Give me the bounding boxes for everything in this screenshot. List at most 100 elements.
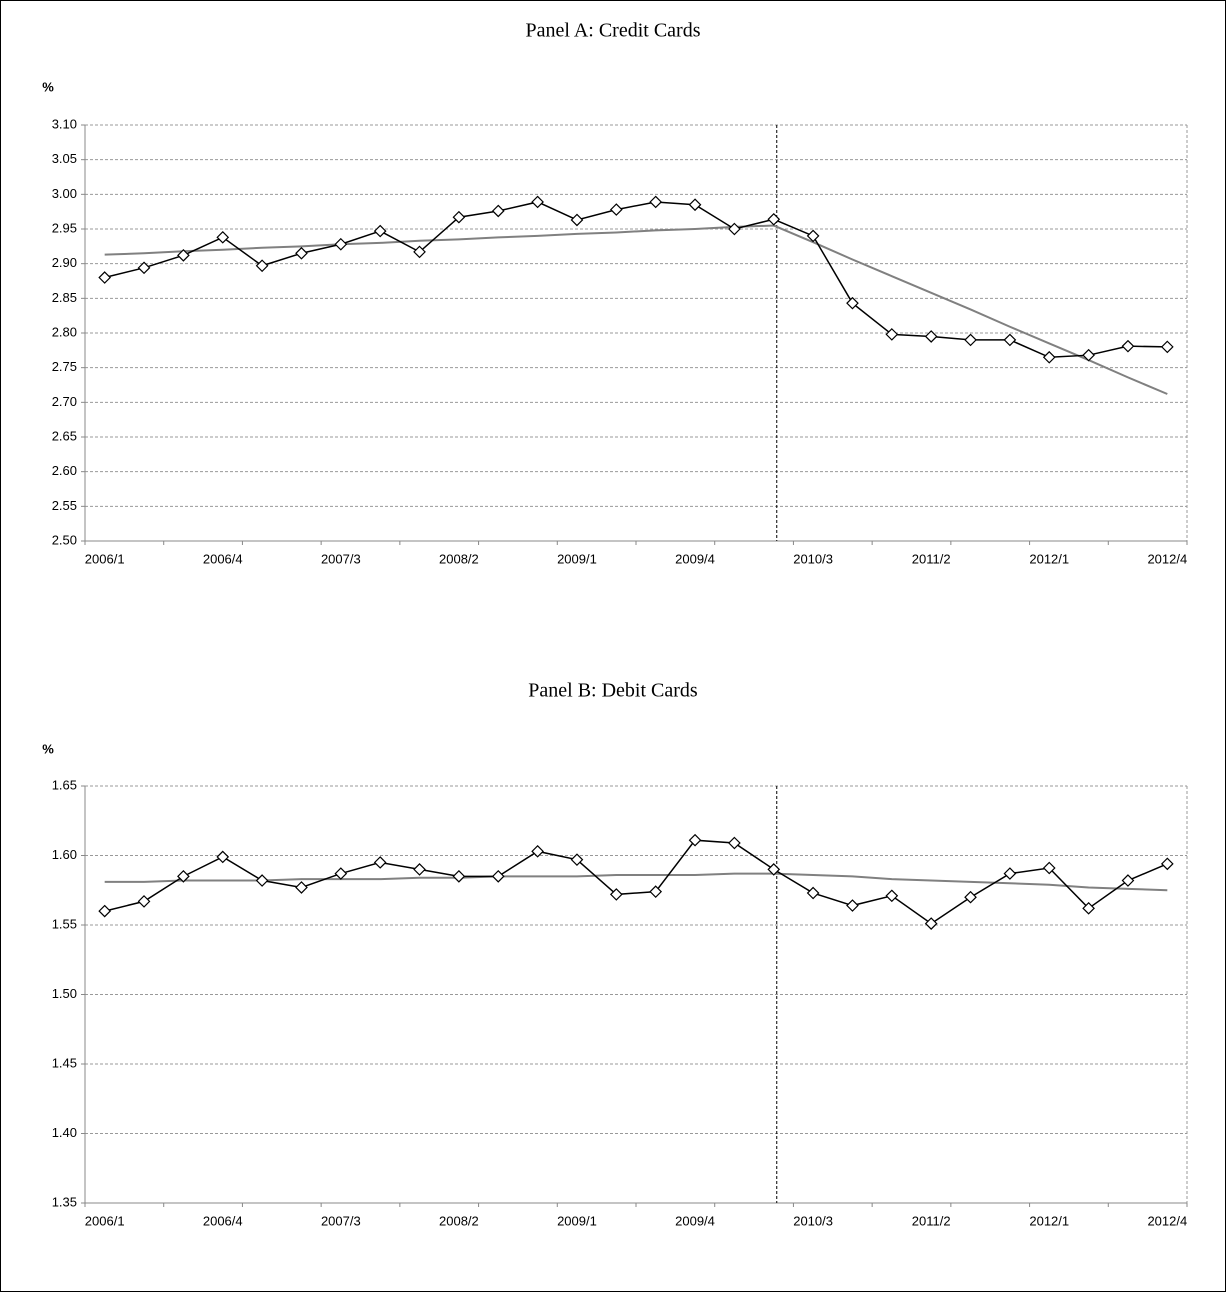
data-point xyxy=(649,195,663,209)
x-tick-label: 2010/3 xyxy=(793,551,833,566)
data-point xyxy=(806,229,820,243)
data-point xyxy=(767,212,781,226)
data-point xyxy=(334,867,348,880)
data-point xyxy=(609,888,623,901)
trend-line xyxy=(104,872,1168,892)
x-tick-label: 2006/4 xyxy=(203,1213,243,1228)
y-tick-label: 1.50 xyxy=(52,986,77,1001)
data-point xyxy=(491,870,505,883)
data-line xyxy=(104,201,1168,359)
y-tick-label: 1.40 xyxy=(52,1125,77,1140)
x-tick-label: 2010/3 xyxy=(793,1213,833,1228)
x-tick-label: 2009/4 xyxy=(675,551,715,566)
data-point xyxy=(413,863,426,876)
data-point xyxy=(491,204,505,218)
data-point xyxy=(688,833,702,847)
x-tick-label: 2009/1 xyxy=(557,1213,597,1228)
x-tick-label: 2012/1 xyxy=(1029,551,1069,566)
y-tick-label: 2.80 xyxy=(52,324,77,339)
y-tick-label: 1.35 xyxy=(52,1194,77,1209)
y-tick-label: 3.10 xyxy=(52,116,77,131)
y-tick-label: 2.95 xyxy=(52,220,77,235)
data-point xyxy=(964,333,977,347)
x-tick-label: 2012/4 xyxy=(1147,1213,1187,1228)
data-point xyxy=(728,222,741,236)
data-point xyxy=(1082,901,1095,915)
data-point xyxy=(255,259,269,273)
data-point xyxy=(98,271,112,284)
data-point xyxy=(216,850,230,864)
data-point xyxy=(964,890,977,904)
data-point xyxy=(649,885,663,898)
data-point xyxy=(452,210,466,224)
data-point xyxy=(924,917,938,930)
y-tick-label: 2.50 xyxy=(52,532,77,547)
data-point xyxy=(531,195,544,209)
data-point xyxy=(885,889,899,903)
y-axis-unit: % xyxy=(42,741,54,756)
x-tick-label: 2006/4 xyxy=(203,551,243,566)
y-tick-label: 1.55 xyxy=(52,916,77,931)
data-point xyxy=(1121,874,1135,887)
y-tick-label: 1.65 xyxy=(52,777,77,792)
x-tick-label: 2008/2 xyxy=(439,1213,479,1228)
data-point xyxy=(688,198,702,212)
data-point xyxy=(1121,339,1135,353)
data-point xyxy=(137,261,151,275)
x-tick-label: 2012/1 xyxy=(1029,1213,1069,1228)
data-point xyxy=(216,230,230,244)
data-point xyxy=(177,248,190,262)
x-tick-label: 2011/2 xyxy=(912,1213,951,1228)
y-axis-unit: % xyxy=(42,79,54,94)
data-point xyxy=(1003,867,1017,880)
data-point xyxy=(1082,348,1095,362)
y-tick-label: 1.60 xyxy=(52,847,77,862)
data-point xyxy=(413,245,426,259)
data-point xyxy=(531,844,544,858)
y-tick-label: 2.65 xyxy=(52,428,77,443)
y-tick-label: 1.45 xyxy=(52,1055,77,1070)
data-point xyxy=(137,895,151,908)
x-tick-label: 2006/1 xyxy=(85,551,125,566)
x-tick-label: 2011/2 xyxy=(912,551,951,566)
chart-title: Panel B: Debit Cards xyxy=(528,680,698,702)
data-point xyxy=(98,904,112,918)
x-tick-label: 2007/3 xyxy=(321,1213,361,1228)
data-point xyxy=(295,881,308,894)
x-tick-label: 2007/3 xyxy=(321,551,361,566)
y-tick-label: 2.75 xyxy=(52,359,77,374)
data-point xyxy=(767,863,781,876)
data-point xyxy=(1003,333,1017,347)
data-point xyxy=(334,237,348,251)
data-point xyxy=(1042,350,1056,364)
data-point xyxy=(924,330,938,343)
y-tick-label: 3.05 xyxy=(52,151,77,166)
y-tick-label: 3.00 xyxy=(52,186,77,201)
chart-title: Panel A: Credit Cards xyxy=(526,20,701,42)
data-point xyxy=(373,856,387,869)
data-point xyxy=(846,296,859,310)
data-point xyxy=(1042,861,1056,875)
data-line xyxy=(104,839,1168,925)
x-tick-label: 2009/4 xyxy=(675,1213,715,1228)
data-point xyxy=(1160,340,1174,354)
data-point xyxy=(295,246,308,260)
data-point xyxy=(177,870,190,883)
data-point xyxy=(806,886,820,900)
data-point xyxy=(846,899,859,912)
data-point xyxy=(570,853,584,867)
y-tick-label: 2.55 xyxy=(52,498,77,513)
data-point xyxy=(255,874,269,887)
data-point xyxy=(570,213,584,227)
x-tick-label: 2006/1 xyxy=(85,1213,125,1228)
data-point xyxy=(1160,857,1174,871)
x-tick-label: 2009/1 xyxy=(557,551,597,566)
x-tick-label: 2008/2 xyxy=(439,551,479,566)
data-point xyxy=(728,836,741,850)
data-point xyxy=(373,224,387,238)
data-point xyxy=(452,870,466,883)
data-point xyxy=(609,203,623,216)
y-tick-label: 2.70 xyxy=(52,394,77,409)
